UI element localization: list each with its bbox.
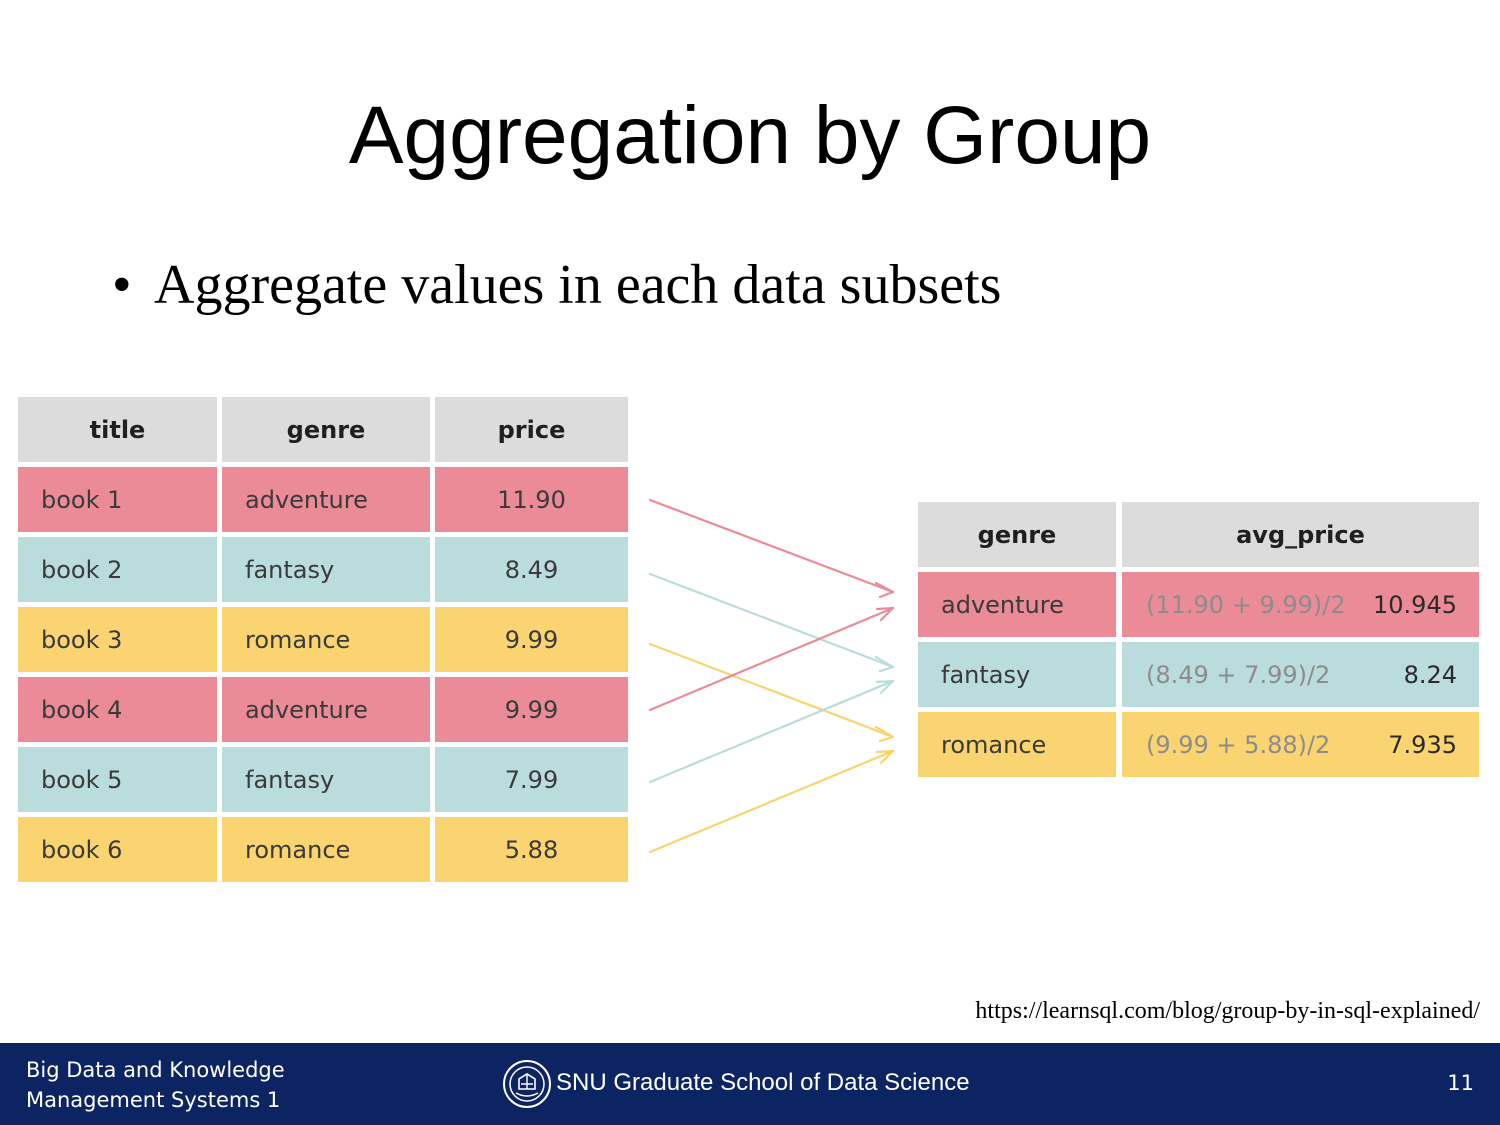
arrow-book3-to-romance — [648, 642, 895, 743]
result-header-genre: genre — [918, 502, 1116, 567]
course-name-line2: Management Systems 1 — [26, 1088, 281, 1112]
book-row-3-price: 9.99 — [435, 607, 628, 672]
result-row-1-calc: (11.90 + 9.99)/2 — [1146, 590, 1346, 619]
book-row-2-price: 8.49 — [435, 537, 628, 602]
result-row-1-value-cell: (11.90 + 9.99)/2 10.945 — [1122, 572, 1479, 637]
result-row-2-calc: (8.49 + 7.99)/2 — [1146, 660, 1331, 689]
snu-emblem-icon — [503, 1060, 551, 1108]
result-row-1-genre: adventure — [918, 572, 1116, 637]
result-row-3-calc: (9.99 + 5.88)/2 — [1146, 730, 1331, 759]
page-number: 11 — [1447, 1071, 1474, 1095]
books-header-title: title — [18, 397, 217, 462]
result-header-avg-price: avg_price — [1122, 502, 1479, 567]
slide-title: Aggregation by Group — [348, 90, 1152, 181]
course-name: Big Data and Knowledge Management System… — [26, 1055, 326, 1115]
result-row-2-avg: 8.24 — [1403, 660, 1457, 689]
school-name: SNU Graduate School of Data Science — [556, 1069, 970, 1096]
book-row-3-genre: romance — [222, 607, 430, 672]
result-row-2-value-cell: (8.49 + 7.99)/2 8.24 — [1122, 642, 1479, 707]
book-row-6-price: 5.88 — [435, 817, 628, 882]
bullet-dot-icon: • — [112, 254, 132, 316]
books-header-genre: genre — [222, 397, 430, 462]
book-row-5-title: book 5 — [18, 747, 217, 812]
arrow-book2-to-fantasy — [648, 572, 895, 673]
books-header-price: price — [435, 397, 628, 462]
bullet-text: Aggregate values in each data subsets — [154, 254, 1002, 316]
arrow-book4-to-adventure — [648, 606, 895, 712]
book-row-5-price: 7.99 — [435, 747, 628, 812]
result-row-1-avg: 10.945 — [1373, 590, 1457, 619]
source-link[interactable]: https://learnsql.com/blog/group-by-in-sq… — [975, 998, 1480, 1024]
result-row-3-value-cell: (9.99 + 5.88)/2 7.935 — [1122, 712, 1479, 777]
book-row-1-price: 11.90 — [435, 467, 628, 532]
book-row-1-genre: adventure — [222, 467, 430, 532]
footer-bar: Big Data and Knowledge Management System… — [0, 1043, 1500, 1125]
book-row-4-price: 9.99 — [435, 677, 628, 742]
arrow-book6-to-romance — [648, 749, 895, 854]
arrow-book5-to-fantasy — [648, 679, 895, 784]
arrow-book1-to-adventure — [648, 498, 895, 599]
book-row-6-genre: romance — [222, 817, 430, 882]
book-row-1-title: book 1 — [18, 467, 217, 532]
course-name-line1: Big Data and Knowledge — [26, 1058, 285, 1082]
book-row-6-title: book 6 — [18, 817, 217, 882]
result-row-2-genre: fantasy — [918, 642, 1116, 707]
book-row-2-title: book 2 — [18, 537, 217, 602]
book-row-5-genre: fantasy — [222, 747, 430, 812]
bullet-point: • Aggregate values in each data subsets — [112, 250, 1001, 320]
book-row-3-title: book 3 — [18, 607, 217, 672]
result-row-3-genre: romance — [918, 712, 1116, 777]
result-row-3-avg: 7.935 — [1388, 730, 1457, 759]
book-row-4-genre: adventure — [222, 677, 430, 742]
book-row-2-genre: fantasy — [222, 537, 430, 602]
book-row-4-title: book 4 — [18, 677, 217, 742]
